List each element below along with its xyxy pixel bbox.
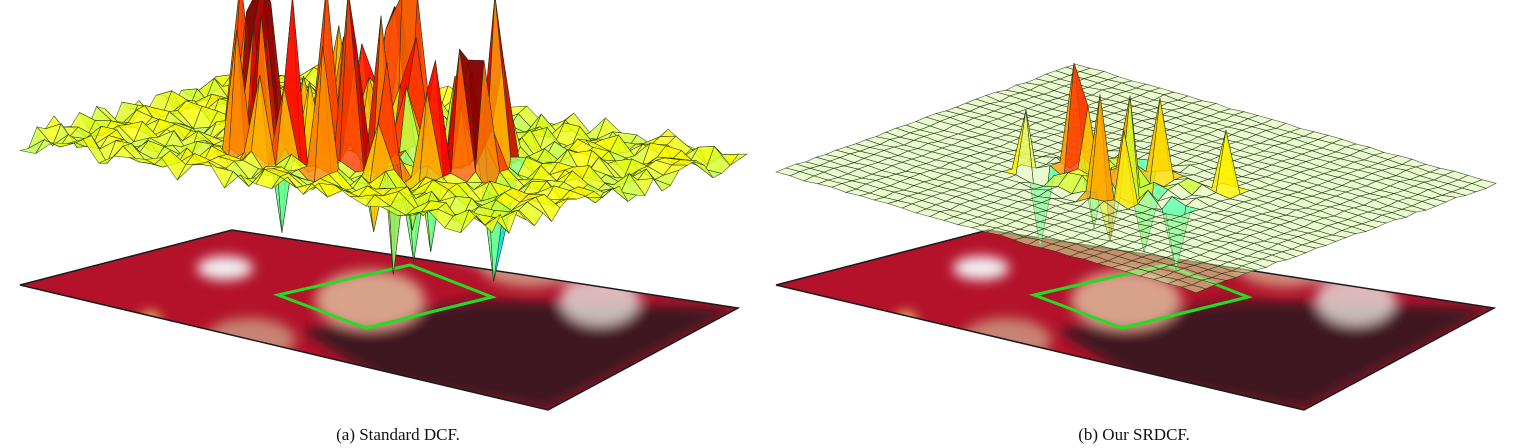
caption-standard-dcf: (a) Standard DCF. — [336, 425, 460, 444]
target-bounding-box — [1028, 263, 1253, 330]
caption-srdcf: (b) Our SRDCF. — [1078, 425, 1190, 444]
panel-srdcf — [756, 0, 1512, 448]
panel-b-figure — [775, 62, 1497, 411]
target-bounding-box — [272, 263, 497, 330]
panel-a-figure — [19, 0, 748, 411]
response-surface-mesh — [19, 0, 748, 282]
panel-standard-dcf — [0, 0, 756, 448]
response-surface-mesh — [775, 62, 1497, 294]
